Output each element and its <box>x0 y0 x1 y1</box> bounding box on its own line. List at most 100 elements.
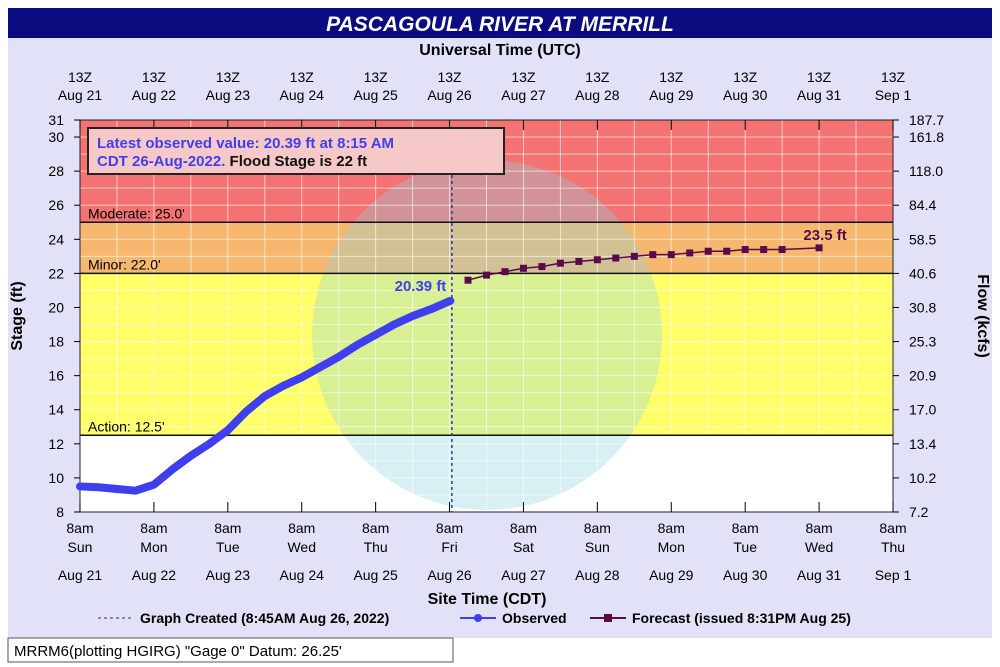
observed-point <box>224 427 231 434</box>
forecast-point <box>778 246 786 254</box>
bottom-tick-label: Aug 23 <box>206 567 251 583</box>
bottom-tick-label: 8am <box>66 520 93 536</box>
threshold-label: Minor: 22.0' <box>88 256 161 272</box>
y-tick-label: 24 <box>48 231 64 247</box>
observed-point <box>187 452 194 459</box>
observed-point <box>206 440 213 447</box>
observed-point <box>77 483 83 490</box>
top-tick-label: 13Z <box>437 69 462 85</box>
bottom-tick-label: Aug 28 <box>575 567 620 583</box>
observed-label: 20.39 ft <box>395 278 447 295</box>
title-bar <box>8 8 992 38</box>
forecast-point <box>630 252 638 260</box>
forecast-point <box>483 271 490 279</box>
bottom-tick-label: 8am <box>658 520 685 536</box>
top-tick-label: Aug 27 <box>501 87 546 103</box>
observed-point <box>372 331 379 338</box>
bottom-tick-label: Sun <box>585 539 610 555</box>
top-tick-label: 13Z <box>68 69 93 85</box>
y2-tick-label: 84.4 <box>909 197 936 213</box>
legend-forecast-marker <box>604 614 612 622</box>
top-tick-label: Aug 31 <box>797 87 842 103</box>
bottom-tick-label: 8am <box>214 520 241 536</box>
observed-point <box>354 341 361 348</box>
forecast-point <box>704 247 712 255</box>
threshold-label: Moderate: 25.0' <box>88 205 185 221</box>
top-axis-title: Universal Time (UTC) <box>419 42 581 59</box>
y2-tick-label: 20.9 <box>909 368 936 384</box>
bottom-tick-label: Tue <box>733 539 757 555</box>
bottom-tick-label: Tue <box>216 539 240 555</box>
observed-point <box>447 297 454 304</box>
y2-tick-label: 58.5 <box>909 231 936 247</box>
footer-text: MRRM6(plotting HGIRG) "Gage 0" Datum: 26… <box>14 643 342 660</box>
footer-box <box>7 637 454 663</box>
y2-tick-label: 30.8 <box>909 299 936 315</box>
y2-tick-label: 7.2 <box>909 504 929 520</box>
top-tick-label: 13Z <box>511 69 536 85</box>
top-tick-label: Sep 1 <box>875 87 912 103</box>
y-tick-label: 28 <box>48 163 64 179</box>
observed-point <box>95 484 102 491</box>
y2-axis-title: Flow (kcfs) <box>974 274 991 358</box>
legend: Graph Created (8:45AM Aug 26, 2022) Obse… <box>98 610 851 626</box>
bottom-tick-label: 8am <box>732 520 759 536</box>
y2-tick-label: 40.6 <box>909 265 936 281</box>
observed-point <box>428 306 435 313</box>
legend-created: Graph Created (8:45AM Aug 26, 2022) <box>140 610 389 626</box>
observed-point <box>169 466 176 473</box>
bottom-tick-label: 8am <box>879 520 906 536</box>
y-tick-label: 20 <box>48 299 64 315</box>
top-tick-label: 13Z <box>364 69 389 85</box>
bottom-tick-label: 8am <box>362 520 389 536</box>
top-tick-label: 13Z <box>290 69 315 85</box>
y-tick-label: 18 <box>48 334 64 350</box>
legend-observed: Observed <box>502 610 567 626</box>
bottom-tick-label: Thu <box>364 539 388 555</box>
bottom-tick-label: 8am <box>140 520 167 536</box>
bottom-tick-label: Aug 27 <box>501 567 546 583</box>
bottom-tick-label: Aug 30 <box>723 567 768 583</box>
forecast-point <box>501 268 509 276</box>
bottom-tick-label: 8am <box>436 520 463 536</box>
top-tick-label: Aug 23 <box>206 87 251 103</box>
forecast-point <box>464 276 472 284</box>
observed-point <box>132 487 139 494</box>
observed-point <box>317 364 324 371</box>
y-tick-label: 26 <box>48 197 64 213</box>
top-tick-label: Aug 26 <box>427 87 472 103</box>
bottom-tick-label: Mon <box>658 539 685 555</box>
bottom-tick-label: Mon <box>140 539 167 555</box>
observed-point <box>409 313 416 319</box>
bottom-tick-label: Aug 24 <box>280 567 325 583</box>
observed-point <box>243 408 250 415</box>
bottom-tick-label: 8am <box>584 520 611 536</box>
top-tick-label: 13Z <box>142 69 167 85</box>
top-tick-label: 13Z <box>216 69 241 85</box>
observed-point <box>150 481 157 488</box>
y2-tick-label: 17.0 <box>909 402 936 418</box>
top-tick-label: 13Z <box>881 69 906 85</box>
top-tick-label: Aug 24 <box>280 87 325 103</box>
forecast-point <box>760 246 768 254</box>
y2-tick-label: 187.7 <box>909 112 944 128</box>
top-tick-label: Aug 21 <box>58 87 103 103</box>
forecast-point <box>556 259 564 267</box>
y-tick-label: 30 <box>48 129 64 145</box>
top-tick-label: Aug 30 <box>723 87 768 103</box>
annotation-line1: Latest observed value: 20.39 ft at 8:15 … <box>97 135 394 152</box>
forecast-point <box>612 254 620 262</box>
x-axis-title: Site Time (CDT) <box>428 591 547 608</box>
top-tick-label: 13Z <box>807 69 832 85</box>
chart-title: PASCAGOULA RIVER AT MERRILL <box>326 13 674 36</box>
plot-frame <box>79 119 894 513</box>
top-tick-label: Aug 28 <box>575 87 620 103</box>
y-tick-label: 8 <box>56 504 64 520</box>
forecast-point <box>723 247 731 255</box>
forecast-point <box>741 246 749 254</box>
bottom-tick-label: Thu <box>881 539 905 555</box>
bottom-tick-label: Aug 29 <box>649 567 694 583</box>
y2-tick-label: 118.0 <box>909 163 943 179</box>
top-tick-label: Aug 22 <box>132 87 177 103</box>
